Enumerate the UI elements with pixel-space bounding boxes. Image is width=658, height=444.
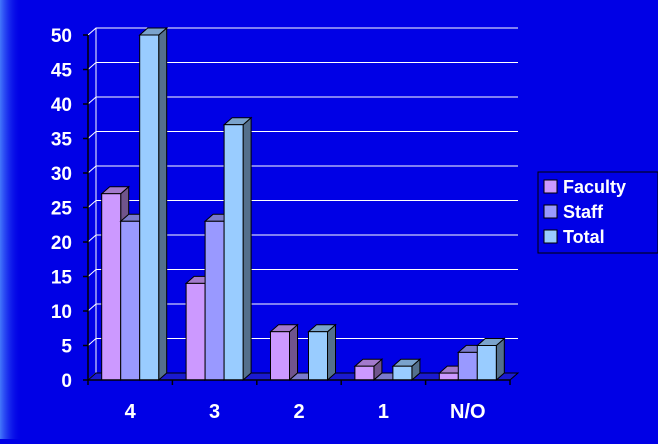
y-tick-label: 20 bbox=[51, 233, 72, 254]
bar bbox=[391, 358, 422, 382]
bar-front bbox=[120, 220, 141, 381]
bar-side bbox=[242, 116, 252, 382]
gridline bbox=[87, 200, 518, 208]
bar bbox=[475, 337, 506, 382]
bar bbox=[222, 116, 253, 382]
y-tick-label: 0 bbox=[61, 371, 72, 392]
gridline bbox=[87, 234, 518, 243]
x-tick-label: N/O bbox=[450, 401, 486, 423]
x-tick-label: 2 bbox=[293, 401, 304, 423]
bar-front bbox=[223, 124, 244, 381]
x-tick-label: 4 bbox=[125, 401, 137, 423]
legend-swatch bbox=[543, 179, 558, 194]
bar bbox=[353, 358, 384, 382]
legend-swatch bbox=[543, 229, 558, 244]
bar-front bbox=[139, 34, 160, 381]
y-tick-label: 40 bbox=[51, 95, 72, 116]
legend-label: Total bbox=[563, 227, 605, 247]
y-tick-label: 45 bbox=[51, 61, 73, 82]
legend-label: Faculty bbox=[563, 177, 626, 197]
bar-front bbox=[185, 282, 206, 381]
y-tick-label: 35 bbox=[51, 130, 73, 151]
bar-side bbox=[327, 323, 336, 382]
x-tick-label: 1 bbox=[378, 401, 389, 423]
gridline bbox=[87, 338, 518, 346]
bar bbox=[138, 26, 169, 382]
gridline bbox=[87, 131, 518, 139]
x-tick-label: 3 bbox=[209, 401, 220, 423]
bar-front bbox=[204, 220, 225, 381]
gridline bbox=[87, 303, 518, 312]
axes: 0 5 10 15 20 25 30 35 40 45 50 4 3 2 1 N/O bbox=[51, 26, 511, 423]
gridline bbox=[87, 165, 518, 174]
y-tick-label: 30 bbox=[51, 164, 72, 185]
bar-front bbox=[457, 351, 478, 381]
y-tick-label: 15 bbox=[51, 268, 73, 289]
gridline bbox=[87, 96, 518, 105]
bar-front bbox=[354, 365, 375, 381]
bar-front bbox=[392, 365, 413, 381]
legend: Faculty Staff Total bbox=[537, 171, 658, 254]
gridline bbox=[87, 269, 518, 277]
legend-box bbox=[537, 171, 658, 254]
gridline bbox=[87, 62, 518, 70]
bar bbox=[307, 323, 337, 382]
bars bbox=[100, 26, 506, 382]
y-tick-label: 5 bbox=[61, 337, 72, 358]
y-tick-label: 50 bbox=[51, 26, 72, 47]
left-edge-glow bbox=[0, 0, 22, 439]
bar bbox=[269, 323, 299, 382]
y-tick-label: 10 bbox=[51, 302, 72, 323]
bar-front bbox=[101, 193, 122, 381]
bar-front bbox=[438, 372, 459, 381]
y-tick-label: 25 bbox=[51, 199, 73, 220]
bar-front bbox=[308, 331, 328, 381]
bar-front bbox=[270, 331, 290, 381]
bar-side bbox=[158, 26, 168, 382]
bar-front bbox=[476, 345, 497, 381]
legend-label: Staff bbox=[563, 202, 604, 222]
bar-side bbox=[289, 323, 298, 382]
gridline bbox=[87, 27, 518, 36]
legend-swatch bbox=[543, 204, 558, 219]
